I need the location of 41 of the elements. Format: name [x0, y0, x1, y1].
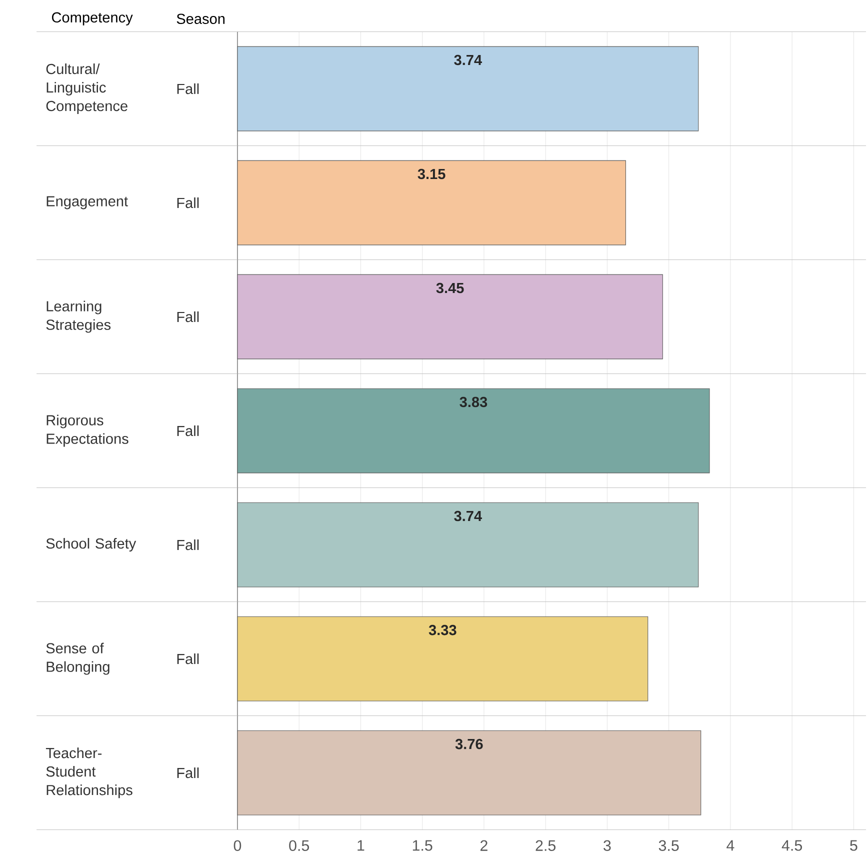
- y-tick-label: Sense of Belonging: [46, 643, 110, 676]
- x-tick-label: 0.5: [289, 840, 310, 852]
- y-tick-label: Learning Strategies: [46, 300, 111, 334]
- text: Fall: [177, 312, 199, 322]
- x-tick-label: 1.5: [412, 840, 432, 852]
- x-tick-label: 2: [480, 840, 488, 852]
- y-axis-title: Competency: [52, 12, 133, 26]
- y-tick-label: Teacher- Student Relationships: [46, 748, 132, 798]
- text: Fall: [177, 84, 199, 94]
- text: Fall: [177, 768, 199, 778]
- y-tick-label: Cultural/ Linguistic Competence: [46, 64, 128, 114]
- bar: [237, 46, 699, 132]
- bar: [237, 274, 663, 360]
- text: Fall: [177, 198, 199, 208]
- text: Fall: [177, 654, 199, 664]
- bar: [237, 160, 626, 246]
- bar: [237, 502, 699, 588]
- x-tick-label: 3: [604, 840, 611, 852]
- x-tick-label: 1: [358, 840, 364, 851]
- x-tick-label: 3.5: [658, 840, 679, 852]
- data-label: 3.83: [460, 397, 488, 408]
- bar: [237, 388, 710, 474]
- bar: [237, 730, 702, 816]
- x-tick-label: 4.5: [782, 840, 802, 852]
- text: Season: [176, 14, 225, 24]
- data-label: 3.15: [418, 169, 446, 180]
- data-label: 3.45: [436, 283, 464, 294]
- data-label: 3.74: [454, 55, 482, 66]
- y-tick-label: Engagement: [46, 196, 128, 210]
- x-tick-label: 0: [234, 840, 242, 852]
- text: Fall: [177, 426, 199, 436]
- y-tick-label: Rigorous Expectations: [46, 414, 128, 448]
- x-tick-label: 5: [850, 840, 858, 852]
- data-label: 3.74: [454, 511, 482, 522]
- text: Fall: [177, 540, 199, 550]
- bar: [237, 616, 648, 702]
- y-tick-label: School Safety: [46, 538, 136, 552]
- data-label: 3.33: [428, 625, 456, 636]
- x-tick-label: 2.5: [536, 840, 556, 852]
- x-tick-label: 4: [726, 840, 734, 851]
- data-label: 3.76: [455, 739, 483, 750]
